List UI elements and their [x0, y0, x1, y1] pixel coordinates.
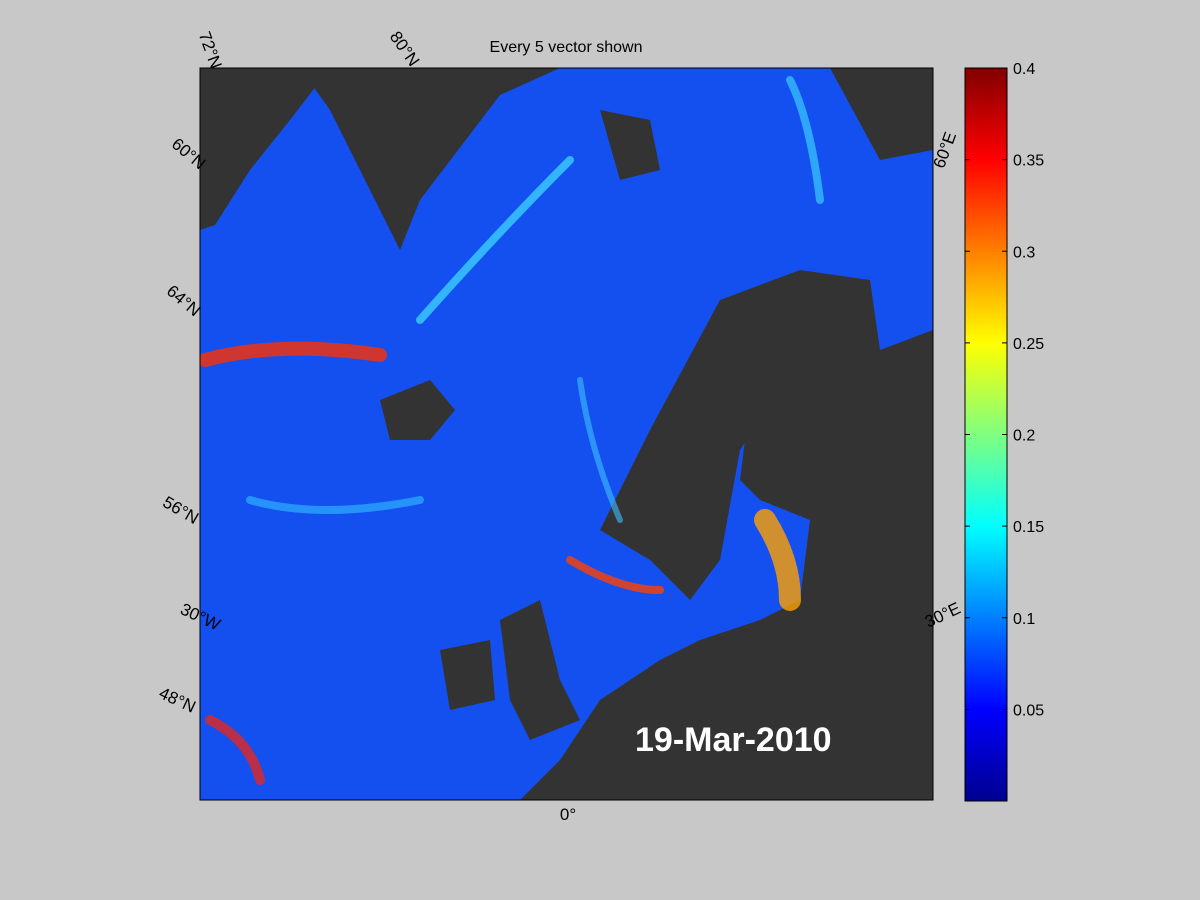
- land-europe: [520, 270, 933, 800]
- graticule-label: 0°: [560, 805, 576, 824]
- map: [200, 68, 933, 800]
- colorbar-tick-label: 0.2: [1013, 428, 1035, 445]
- colorbar-tick-label: 0.4: [1013, 61, 1035, 78]
- map-frame: [199, 67, 934, 801]
- colorbar-ticks: 0.05 0.1 0.15 0.2 0.25 0.3 0.35 0.4: [965, 61, 1044, 719]
- date-label: 19-Mar-2010: [635, 721, 832, 759]
- colorbar-tick-label: 0.15: [1013, 519, 1044, 536]
- colorbar: [964, 67, 1008, 802]
- land-iceland: [380, 380, 455, 440]
- colorbar-tick-label: 0.35: [1013, 153, 1044, 170]
- title: Every 5 vector shown: [490, 39, 643, 56]
- colorbar-tick-label: 0.3: [1013, 244, 1035, 261]
- current-streaks: [200, 76, 824, 785]
- colorbar-tick-label: 0.05: [1013, 702, 1044, 719]
- land-novaya: [830, 68, 933, 160]
- land-arctic: [300, 68, 560, 250]
- colorbar-tick-label: 0.1: [1013, 611, 1035, 628]
- land-ireland: [440, 640, 495, 710]
- land-britain: [500, 600, 580, 740]
- colorbar-tick-label: 0.25: [1013, 336, 1044, 353]
- land-svalbard: [600, 110, 660, 180]
- land-greenland: [200, 68, 330, 230]
